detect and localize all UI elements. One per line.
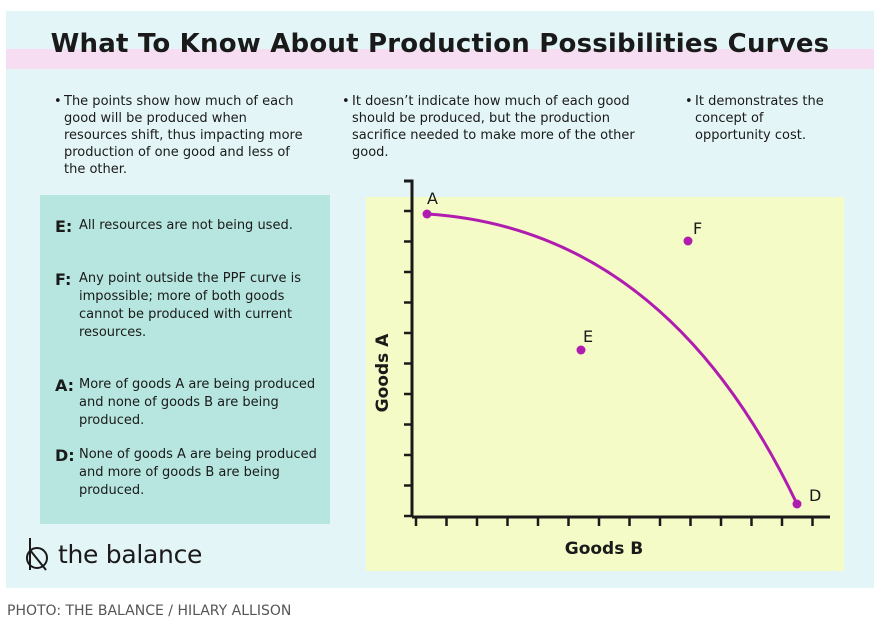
plot-area bbox=[366, 197, 844, 571]
legend-key: A: bbox=[55, 376, 75, 395]
infographic-card: What To Know About Production Possibilit… bbox=[6, 11, 874, 588]
bullet-marker: • bbox=[54, 94, 62, 109]
legend-item-e: E: All resources are not being used. bbox=[55, 217, 320, 236]
point-d bbox=[792, 499, 802, 509]
legend-text: Any point outside the PPF curve is impos… bbox=[79, 271, 301, 340]
point-e bbox=[576, 345, 586, 355]
photo-credit: PHOTO: THE BALANCE / HILARY ALLISON bbox=[7, 603, 292, 619]
legend-item-d: D: None of goods A are being produced an… bbox=[55, 446, 320, 500]
bullet-marker: • bbox=[685, 94, 693, 109]
legend-key: D: bbox=[55, 446, 75, 465]
y-axis-label: Goods A bbox=[373, 333, 393, 413]
legend-text: More of goods A are being produced and n… bbox=[79, 377, 316, 428]
legend-text: None of goods A are being produced and m… bbox=[79, 447, 317, 498]
bullet-text: It demonstrates the concept of opportuni… bbox=[695, 94, 824, 143]
x-axis-label: Goods B bbox=[565, 539, 643, 559]
legend-item-a: A: More of goods A are being produced an… bbox=[55, 376, 320, 430]
legend-key: E: bbox=[55, 217, 73, 236]
title-highlight bbox=[6, 49, 874, 69]
page-title: What To Know About Production Possibilit… bbox=[50, 29, 830, 59]
y-axis bbox=[404, 179, 414, 517]
legend-box: E: All resources are not being used. F: … bbox=[40, 195, 330, 524]
bullet-text: It doesn’t indicate how much of each goo… bbox=[352, 94, 635, 160]
bullet-marker: • bbox=[342, 94, 350, 109]
point-f-label: F bbox=[693, 219, 702, 238]
ppf-chart: A D E F Goods B Goods A bbox=[366, 179, 844, 571]
point-e-label: E bbox=[583, 327, 593, 346]
brand: the balance bbox=[24, 536, 202, 572]
point-a-label: A bbox=[427, 189, 438, 208]
the-balance-logo-icon bbox=[26, 538, 48, 571]
legend-key: F: bbox=[55, 270, 72, 289]
bullet-opportunity-cost: • It demonstrates the concept of opportu… bbox=[685, 93, 835, 144]
point-f bbox=[683, 236, 693, 246]
bullet-points-show: • The points show how much of each good … bbox=[54, 93, 314, 178]
ppf-curve bbox=[426, 212, 799, 505]
brand-name: the balance bbox=[58, 539, 203, 569]
legend-text: All resources are not being used. bbox=[79, 218, 293, 233]
legend-item-f: F: Any point outside the PPF curve is im… bbox=[55, 270, 320, 342]
point-d-label: D bbox=[809, 486, 821, 505]
bullet-text: The points show how much of each good wi… bbox=[64, 94, 303, 177]
bullet-production-sacrifice: • It doesn’t indicate how much of each g… bbox=[342, 93, 662, 161]
point-a bbox=[422, 209, 432, 219]
